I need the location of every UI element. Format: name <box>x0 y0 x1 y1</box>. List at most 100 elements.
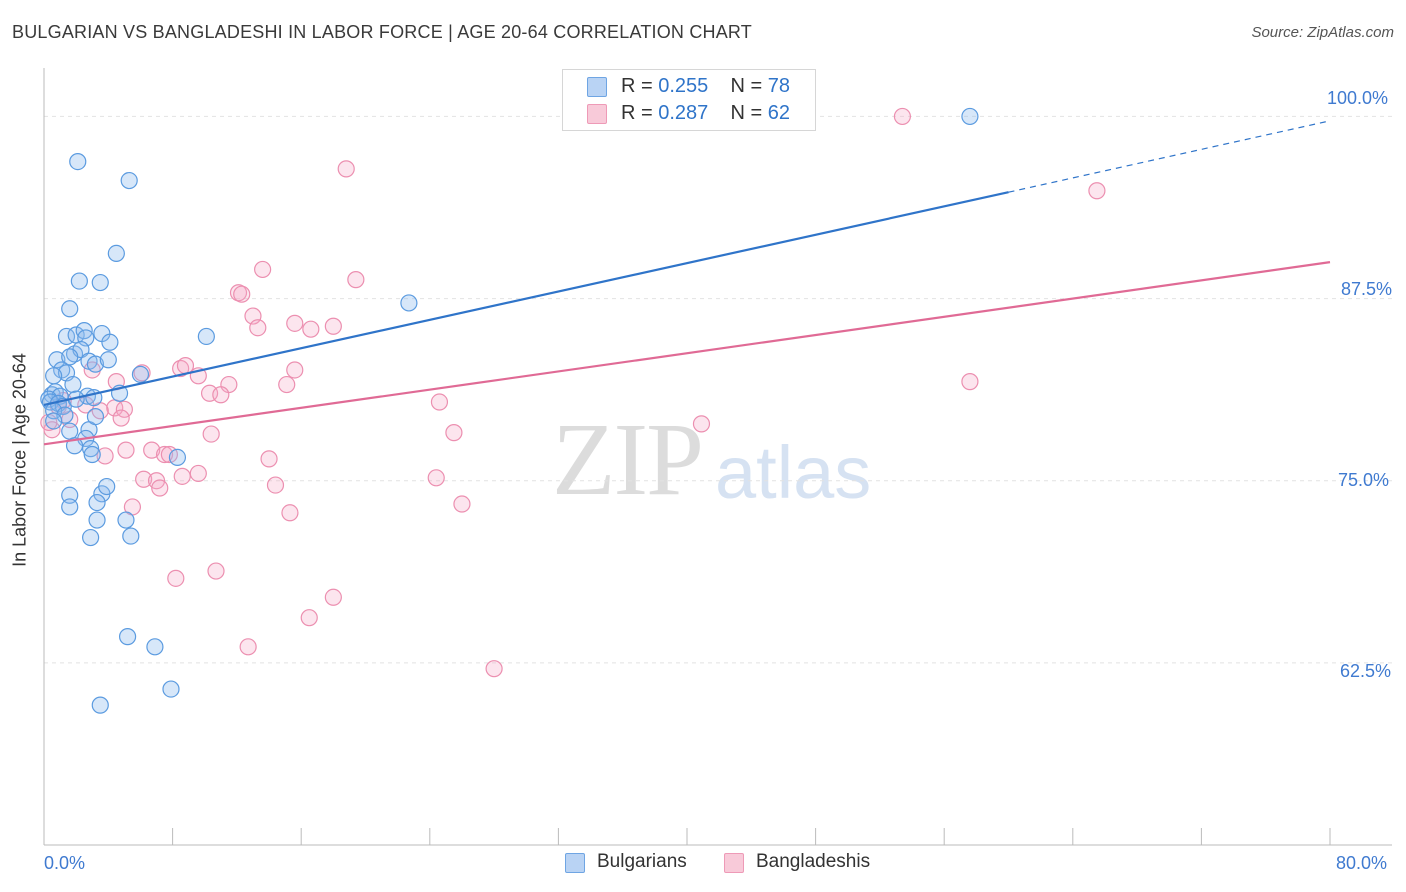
bulgarian-point <box>69 153 87 171</box>
bangladeshi-point <box>485 660 503 678</box>
legend-swatch-pink <box>587 104 607 124</box>
bangladeshi-point <box>112 409 130 427</box>
source-label: Source: ZipAtlas.com <box>1251 24 1394 41</box>
bangladeshi-point <box>445 424 463 442</box>
bulgarian-point <box>197 327 215 346</box>
bangladeshi-point <box>189 464 207 483</box>
bottom-legend-label: Bulgarians <box>597 851 687 872</box>
y-tick-label-100: 100.0% <box>1327 88 1389 108</box>
bulgarian-point <box>118 628 137 646</box>
bangladeshi-point <box>300 609 318 627</box>
bulgarian-point <box>131 365 150 383</box>
bulgarians-trend-extension <box>1008 120 1331 193</box>
bulgarian-point <box>70 272 88 290</box>
watermark-zip: ZIP <box>552 402 704 517</box>
bangladeshi-point <box>135 470 153 488</box>
bulgarian-point <box>61 348 79 366</box>
bangladeshi-point <box>155 445 174 464</box>
bangladeshi-point <box>96 447 114 465</box>
y-tick-label-75: 75.0% <box>1338 470 1390 490</box>
bulgarian-point <box>61 300 79 318</box>
bottom-legend-swatch-pink <box>724 853 744 873</box>
bulgarian-point <box>86 408 105 426</box>
bangladeshi-point <box>278 375 296 394</box>
bulgarian-point <box>88 493 106 512</box>
x-tick-label-min: 0.0% <box>44 853 86 873</box>
bangladeshi-point <box>453 495 471 513</box>
x-tick-label-max: 80.0% <box>1336 853 1388 873</box>
bangladeshi-point <box>302 320 320 338</box>
bangladeshi-point <box>207 562 225 580</box>
bulgarian-point <box>961 107 979 126</box>
bulgarian-point <box>162 680 180 698</box>
bulgarian-point <box>61 422 79 440</box>
y-tick-label-87-5: 87.5% <box>1341 279 1393 299</box>
bulgarian-point <box>64 375 82 394</box>
bangladeshi-point <box>117 441 135 459</box>
bulgarian-point <box>91 696 109 714</box>
bangladeshi-point <box>239 638 257 656</box>
bangladeshi-point <box>281 504 299 522</box>
chart-title: BULGARIAN VS BANGLADESHI IN LABOR FORCE … <box>12 22 752 42</box>
bulgarian-point <box>99 351 117 369</box>
bulgarian-point <box>88 511 106 529</box>
legend-r-value: 0.255 <box>658 75 709 97</box>
bangladeshi-point <box>286 361 304 379</box>
bangladeshi-point <box>692 415 711 433</box>
bulgarian-point <box>45 367 63 385</box>
bangladeshi-point <box>324 317 342 335</box>
legend-swatch-blue <box>587 77 607 97</box>
bulgarian-point <box>48 351 66 369</box>
y-tick-label-62-5: 62.5% <box>1340 661 1392 681</box>
bulgarian-point <box>117 511 135 529</box>
bulgarians-trend-line <box>43 191 1009 407</box>
bangladeshis-trend-line <box>43 261 1331 446</box>
bulgarian-point <box>168 448 187 466</box>
bangladeshi-point <box>337 160 355 178</box>
bangladeshi-point <box>254 260 272 279</box>
bulgarian-point <box>91 273 109 292</box>
bangladeshi-point <box>173 467 191 485</box>
bangladeshi-point <box>202 425 220 443</box>
bangladeshi-point <box>893 107 912 126</box>
legend-n-value: 78 <box>767 75 791 97</box>
bangladeshi-point <box>286 314 304 332</box>
bulgarian-point <box>86 355 105 373</box>
stats-legend: R = 0.255 N = 78 R = 0.287 N = 62 <box>562 69 816 131</box>
bangladeshi-point <box>266 476 285 494</box>
bangladeshi-point <box>172 359 190 378</box>
bangladeshi-point <box>233 285 251 303</box>
bangladeshi-point <box>427 469 445 487</box>
bulgarian-point <box>122 527 140 545</box>
bulgarian-point <box>120 171 138 190</box>
bangladeshi-point <box>260 450 278 468</box>
bulgarian-point <box>61 498 79 516</box>
y-axis-label: In Labor Force | Age 20-64 <box>9 353 30 567</box>
bulgarian-point <box>61 486 79 504</box>
legend-r-label: R = <box>621 75 659 97</box>
bulgarian-point <box>98 477 116 496</box>
bangladeshi-point <box>115 400 133 418</box>
legend-r-value: 0.287 <box>658 102 709 124</box>
bulgarian-point <box>101 333 119 351</box>
bangladeshi-point <box>347 271 365 289</box>
bottom-legend-label: Bangladeshis <box>756 851 871 872</box>
bottom-legend-swatch-blue <box>565 853 585 873</box>
legend-n-value: 62 <box>767 102 791 124</box>
bulgarian-point <box>146 638 164 656</box>
bulgarian-point <box>45 412 63 430</box>
bulgarian-point <box>400 294 418 312</box>
bangladeshi-point <box>324 588 342 606</box>
legend-n-label: N = <box>730 102 768 124</box>
bangladeshi-point <box>1088 182 1106 200</box>
legend-r-label: R = <box>621 102 659 124</box>
legend-n-label: N = <box>730 75 768 97</box>
watermark-atlas: atlas <box>715 431 872 514</box>
bangladeshi-point <box>143 441 161 459</box>
bangladeshi-point <box>212 386 230 404</box>
bulgarian-point <box>82 528 100 547</box>
bangladeshi-point <box>249 319 267 337</box>
bulgarian-point <box>83 445 101 464</box>
bangladeshi-point <box>151 479 169 497</box>
